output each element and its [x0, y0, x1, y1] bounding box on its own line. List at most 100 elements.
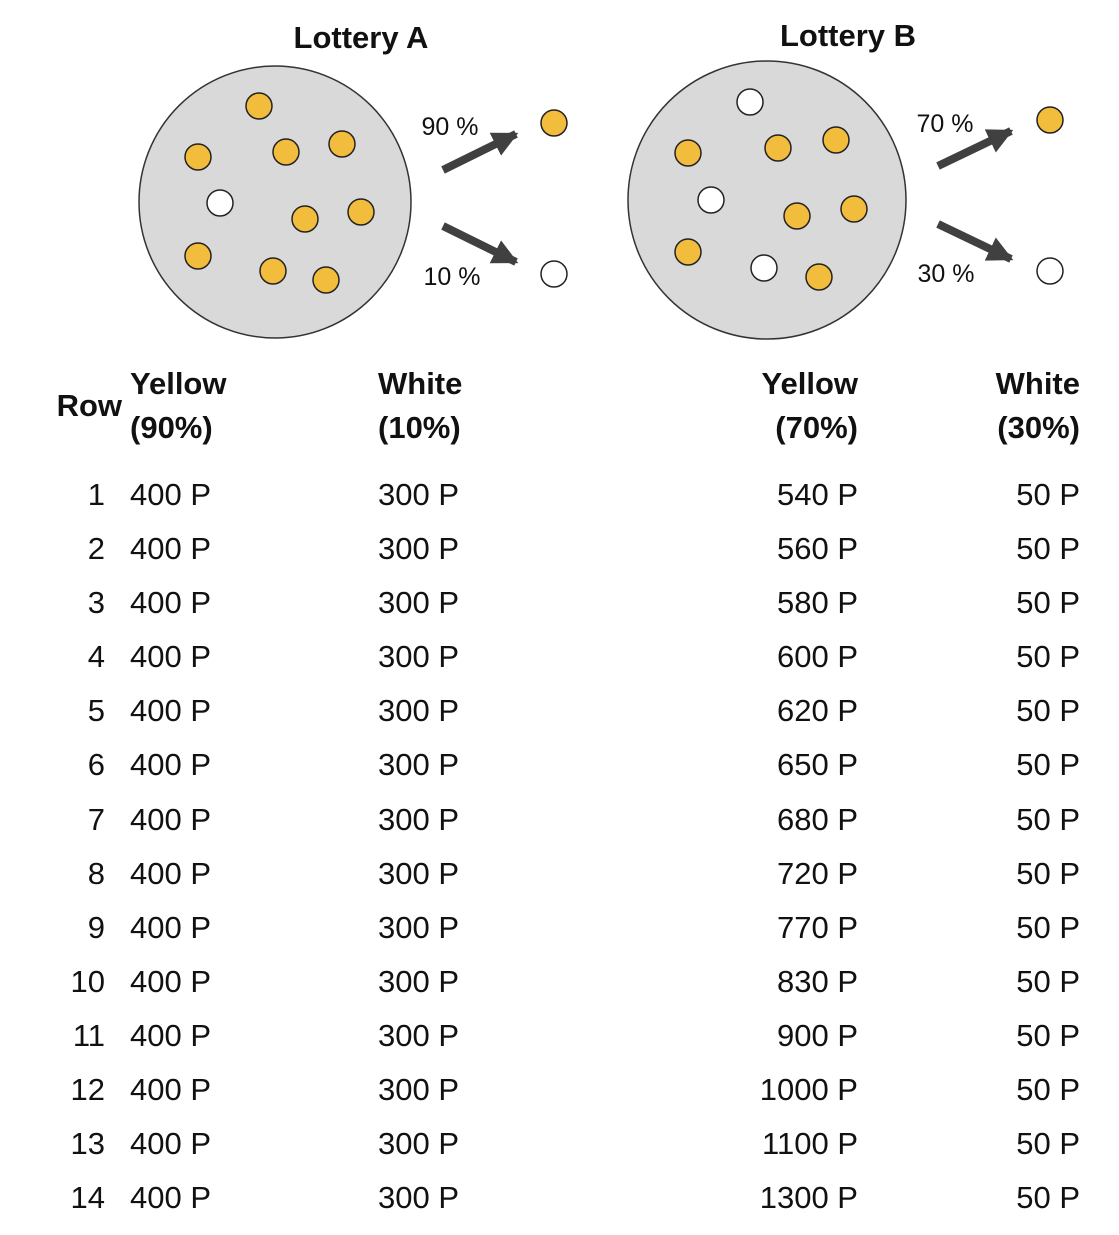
header-b-yellow-line1: Yellow [761, 366, 858, 401]
lottery-a-white-payoff: 300 P [378, 585, 460, 621]
table-row: 12 400 P 300 P 1000 P 50 P [0, 1063, 1119, 1117]
lottery-a-yellow-payoff: 400 P [130, 693, 212, 729]
lottery-b-balls [674, 88, 868, 291]
lottery-a-urn-yellow-ball [272, 138, 300, 166]
row-number: 13 [70, 1126, 105, 1162]
lottery-b-white-payoff: 50 P [1016, 585, 1080, 621]
table-row: 2 400 P 300 P 560 P 50 P [0, 522, 1119, 576]
lottery-b-white-payoff: 50 P [1016, 477, 1080, 512]
row-number: 6 [87, 747, 105, 783]
lottery-b-white-payoff: 50 P [1016, 1017, 1080, 1053]
lottery-b-white-payoff: 50 P [1016, 639, 1080, 675]
header-a-white-line1: White [378, 366, 463, 401]
lottery-b-white-arrow [936, 220, 1014, 263]
table-row: 11 400 P 300 P 900 P 50 P [0, 1009, 1119, 1063]
header-a-yellow-line2: (90%) [130, 410, 213, 445]
lottery-b-yellow-probability: 70 % [917, 110, 974, 138]
lottery-a-white-payoff: 300 P [378, 477, 460, 512]
table-body: 1 400 P 300 P 540 P 50 P 2 400 P 300 P 560 P 50 P… [0, 468, 1119, 1225]
lottery-a-urn-yellow-ball [259, 257, 287, 285]
lottery-b-urn-yellow-ball [805, 263, 833, 291]
row-number: 11 [72, 1017, 105, 1053]
lottery-b-yellow-payoff: 680 P [776, 801, 858, 837]
lottery-b-yellow-payoff: 650 P [776, 747, 858, 783]
lottery-a-yellow-arrow [441, 130, 519, 174]
lottery-b-urn-white-ball [736, 88, 764, 116]
lottery-b-urn-white-ball [697, 186, 725, 214]
lottery-a-yellow-payoff: 400 P [130, 855, 212, 891]
lottery-b-urn-yellow-ball [674, 238, 702, 266]
lottery-a-white-payoff: 300 P [378, 531, 460, 567]
lottery-a-white-payoff: 300 P [378, 855, 460, 891]
lottery-a-yellow-payoff: 400 P [130, 1017, 212, 1053]
lottery-b-yellow-payoff: 540 P [776, 477, 858, 512]
lottery-b-urn-yellow-ball [822, 126, 850, 154]
lottery-b-yellow-payoff: 1100 P [762, 1126, 858, 1162]
lottery-b-white-payoff: 50 P [1016, 747, 1080, 783]
row-number: 9 [87, 909, 105, 945]
lottery-b-yellow-payoff: 560 P [776, 531, 858, 567]
header-b-white-line1: White [995, 366, 1080, 401]
lottery-a-yellow-payoff: 400 P [130, 963, 212, 999]
lottery-b-white-payoff: 50 P [1016, 1126, 1080, 1162]
lottery-b-urn-yellow-ball [783, 202, 811, 230]
row-number: 14 [70, 1180, 105, 1216]
lottery-a-white-payoff: 300 P [378, 801, 460, 837]
table-row: 3 400 P 300 P 580 P 50 P [0, 576, 1119, 630]
table-row: 14 400 P 300 P 1300 P 50 P [0, 1171, 1119, 1225]
lottery-a-urn-yellow-ball [328, 130, 356, 158]
table-row: 5 400 P 300 P 620 P 50 P [0, 684, 1119, 738]
lottery-b-yellow-outcome-ball [1036, 106, 1064, 134]
lottery-a-white-payoff: 300 P [378, 1126, 460, 1162]
lottery-a-yellow-payoff: 400 P [130, 531, 212, 567]
header-a-white-line2: (10%) [378, 410, 461, 445]
lottery-a-white-payoff: 300 P [378, 639, 460, 675]
lottery-a-yellow-payoff: 400 P [130, 1126, 212, 1162]
lottery-b-white-payoff: 50 P [1016, 531, 1080, 567]
lottery-b-white-payoff: 50 P [1016, 693, 1080, 729]
lottery-b-yellow-payoff: 600 P [776, 639, 858, 675]
lottery-b-urn-yellow-ball [764, 134, 792, 162]
lottery-a-white-payoff: 300 P [378, 1072, 460, 1108]
lottery-b-white-payoff: 50 P [1016, 909, 1080, 945]
lottery-b-white-payoff: 50 P [1016, 963, 1080, 999]
lottery-b-yellow-arrow [936, 127, 1014, 170]
lottery-a-yellow-payoff: 400 P [130, 477, 212, 512]
lottery-a-white-probability: 10 % [424, 263, 481, 291]
lottery-a-yellow-outcome-ball [540, 109, 568, 137]
lottery-b-white-payoff: 50 P [1016, 1180, 1080, 1216]
lottery-a-white-payoff: 300 P [378, 909, 460, 945]
row-number: 2 [87, 531, 105, 567]
lottery-b-panel: Lottery B 70 % 30 % [627, 18, 1064, 340]
lottery-a-yellow-payoff: 400 P [130, 639, 212, 675]
lottery-a-yellow-payoff: 400 P [130, 747, 212, 783]
lottery-a-white-payoff: 300 P [378, 963, 460, 999]
table-row: 13 400 P 300 P 1100 P 50 P [0, 1117, 1119, 1171]
header-row: Row [56, 388, 122, 423]
table-row: 4 400 P 300 P 600 P 50 P [0, 630, 1119, 684]
lottery-diagrams: Lottery A 90 % 10 % Lottery B 70 % 30 % [138, 18, 1064, 340]
lottery-a-urn-white-ball [206, 189, 234, 217]
header-a-yellow-line1: Yellow [130, 366, 227, 401]
lottery-b-urn-white-ball [750, 254, 778, 282]
lottery-a-yellow-payoff: 400 P [130, 585, 212, 621]
lottery-b-yellow-payoff: 900 P [776, 1017, 858, 1053]
lottery-a-urn-yellow-ball [347, 198, 375, 226]
lottery-b-yellow-payoff: 620 P [776, 693, 858, 729]
lottery-b-urn-yellow-ball [674, 139, 702, 167]
payoff-table: Row Yellow (90%) White (10%) Yellow (70%… [0, 360, 1119, 1225]
lottery-a-yellow-payoff: 400 P [130, 909, 212, 945]
lottery-a-urn-yellow-ball [312, 266, 340, 294]
table-header: Row Yellow (90%) White (10%) Yellow (70%… [0, 360, 1119, 468]
table-row: 9 400 P 300 P 770 P 50 P [0, 901, 1119, 955]
row-number: 10 [70, 963, 105, 999]
header-b-yellow-line2: (70%) [775, 410, 858, 445]
lottery-b-title: Lottery B [780, 18, 916, 53]
lottery-b-yellow-payoff: 1000 P [759, 1072, 858, 1108]
header-b-white-line2: (30%) [997, 410, 1080, 445]
lottery-a-white-payoff: 300 P [378, 747, 460, 783]
lottery-a-white-payoff: 300 P [378, 1017, 460, 1053]
lottery-a-urn-yellow-ball [184, 242, 212, 270]
lottery-a-white-arrow [441, 222, 519, 266]
row-number: 7 [87, 801, 105, 837]
